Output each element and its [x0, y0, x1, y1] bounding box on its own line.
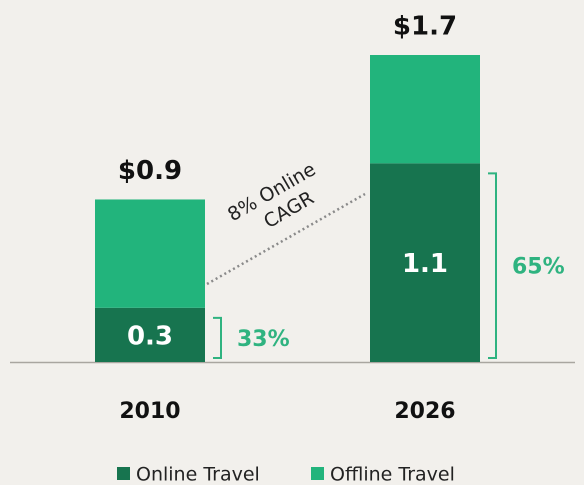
x-tick-label: 2026 — [394, 399, 455, 424]
x-tick-label: 2010 — [119, 399, 180, 424]
legend-label: Offline Travel — [330, 464, 455, 485]
cagr-line — [206, 192, 366, 286]
value-label: 1.1 — [402, 249, 448, 279]
share-bracket — [488, 172, 497, 359]
share-label: 65% — [512, 255, 565, 280]
total-label: $0.9 — [118, 156, 182, 186]
bar-segment — [95, 307, 205, 362]
legend-swatch — [117, 467, 130, 480]
legend-label: Online Travel — [136, 464, 260, 485]
share-label: 33% — [237, 327, 290, 352]
bar-segment — [370, 55, 480, 164]
total-label: $1.7 — [393, 12, 457, 42]
bar-segment — [370, 163, 480, 362]
share-bracket — [213, 316, 222, 359]
bar-segment — [95, 199, 205, 308]
legend-swatch — [311, 467, 324, 480]
value-label: 0.3 — [127, 321, 173, 351]
